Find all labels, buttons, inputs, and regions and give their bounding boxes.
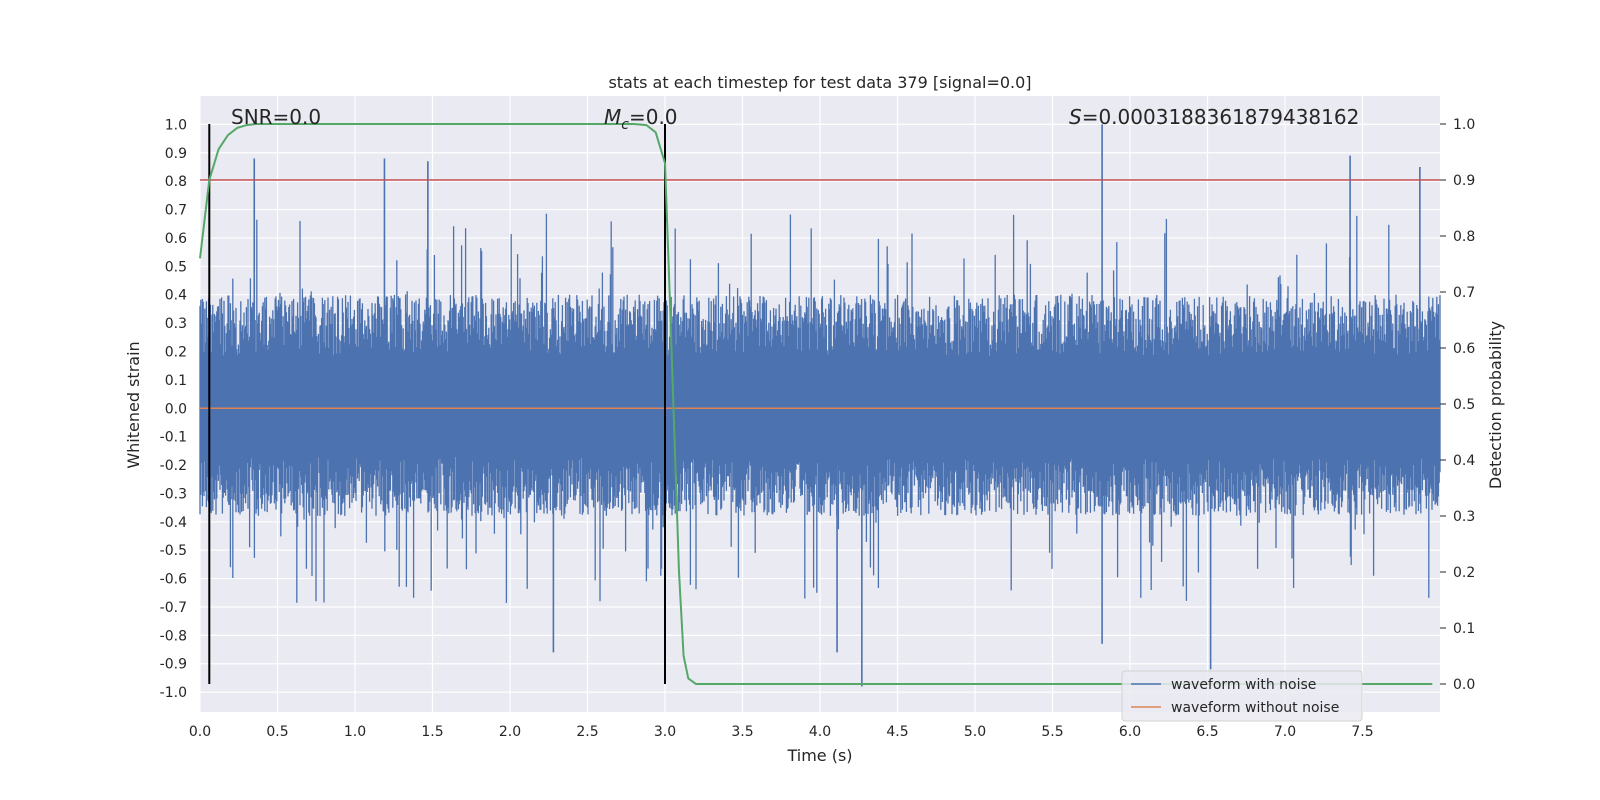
x-tick-label: 6.5 (1196, 724, 1218, 740)
y-tick-label: -0.3 (160, 486, 187, 502)
y-tick-label: -0.1 (160, 430, 187, 446)
right-axis-ticks: 1.0 0.9 0.8 0.7 0.6 0.5 0.4 0.3 0.2 0.1 0.0 (1440, 117, 1475, 693)
y2-tick-label: 0.7 (1453, 285, 1475, 301)
y-tick-label: 0.2 (165, 344, 187, 360)
y-tick-label: -0.7 (160, 600, 187, 616)
y2-tick-label: 0.8 (1453, 229, 1475, 245)
y2-axis-label: Detection probability (1486, 321, 1505, 489)
noise-series (199, 124, 1441, 687)
legend-entry-noise: waveform with noise (1171, 677, 1316, 693)
y2-tick-label: 0.2 (1453, 565, 1475, 581)
x-tick-label: 1.0 (344, 724, 366, 740)
x-tick-label: 5.5 (1041, 724, 1063, 740)
mc-subscript: c (621, 117, 629, 133)
y2-tick-label: 0.6 (1453, 341, 1475, 357)
y-tick-label: 0.1 (165, 373, 187, 389)
x-tick-label: 3.0 (654, 724, 676, 740)
y2-tick-label: 0.4 (1453, 453, 1475, 469)
x-tick-label: 2.5 (576, 724, 598, 740)
x-tick-label: 0.5 (266, 724, 288, 740)
y-tick-label: 0.7 (165, 203, 187, 219)
x-tick-label: 0.0 (189, 724, 211, 740)
y2-tick-label: 0.5 (1453, 397, 1475, 413)
s-symbol: S (1069, 105, 1082, 129)
legend-entry-clean: waveform without noise (1171, 700, 1339, 716)
x-axis-ticks: 0.0 0.5 1.0 1.5 2.0 2.5 3.0 3.5 4.0 4.5 5.0 5.5 6.0 6… (189, 724, 1374, 740)
x-tick-label: 6.0 (1119, 724, 1141, 740)
legend-box (1121, 670, 1363, 722)
y-tick-label: 0.4 (165, 288, 187, 304)
y2-tick-label: 0.1 (1453, 621, 1475, 637)
mc-annotation: Mc=0.0 (604, 105, 678, 133)
x-tick-label: 4.0 (809, 724, 831, 740)
waveform-noise-fill (199, 213, 1441, 603)
x-axis-label: Time (s) (786, 746, 852, 765)
y2-tick-label: 1.0 (1453, 117, 1475, 133)
line-series (199, 123, 1440, 685)
y-tick-label: 0.6 (165, 231, 187, 247)
y-axis-label: Whitened strain (124, 341, 143, 468)
mc-value: =0.0 (629, 105, 678, 129)
s-value: =0.0003188361879438162 (1082, 105, 1360, 129)
y-tick-label: 1.0 (165, 117, 187, 133)
snr-annotation: SNR=0.0 (231, 105, 321, 129)
y-tick-label: -1.0 (160, 685, 187, 701)
y-tick-label: -0.6 (160, 572, 187, 588)
y-tick-label: -0.8 (160, 628, 187, 644)
detection-probability-line (199, 123, 1433, 685)
x-tick-label: 7.5 (1351, 724, 1373, 740)
y2-tick-label: 0.0 (1453, 677, 1475, 693)
x-tick-label: 5.0 (964, 724, 986, 740)
y-tick-label: 0.3 (165, 316, 187, 332)
x-tick-label: 4.5 (886, 724, 908, 740)
x-tick-label: 3.5 (731, 724, 753, 740)
y-tick-label: 0.5 (165, 259, 187, 275)
y2-tick-label: 0.9 (1453, 173, 1475, 189)
y-tick-label: 0.9 (165, 146, 187, 162)
s-annotation: S=0.0003188361879438162 (1069, 105, 1359, 129)
chart-title: stats at each timestep for test data 379… (608, 73, 1031, 92)
y-tick-label: -0.5 (160, 543, 187, 559)
y-tick-label: -0.4 (160, 515, 187, 531)
y2-tick-label: 0.3 (1453, 509, 1475, 525)
x-tick-label: 2.0 (499, 724, 521, 740)
y-tick-label: 0.8 (165, 174, 187, 190)
legend: waveform with noise waveform without noi… (1121, 670, 1363, 722)
y-tick-label: -0.9 (160, 657, 187, 673)
x-tick-label: 7.0 (1274, 724, 1296, 740)
mc-symbol: M (604, 105, 621, 129)
left-axis-ticks: 1.0 0.9 0.8 0.7 0.6 0.5 0.4 0.3 0.2 0.1 0.0 -0.1 -0.… (160, 117, 187, 701)
x-tick-label: 1.5 (421, 724, 443, 740)
y-tick-label: -0.2 (160, 458, 187, 474)
y-tick-label: 0.0 (165, 401, 187, 417)
